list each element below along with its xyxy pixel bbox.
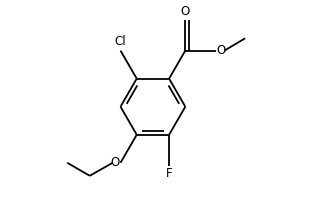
Text: O: O (181, 5, 190, 18)
Text: O: O (110, 156, 120, 169)
Text: F: F (166, 167, 172, 180)
Text: Cl: Cl (115, 35, 126, 48)
Text: O: O (217, 44, 226, 57)
